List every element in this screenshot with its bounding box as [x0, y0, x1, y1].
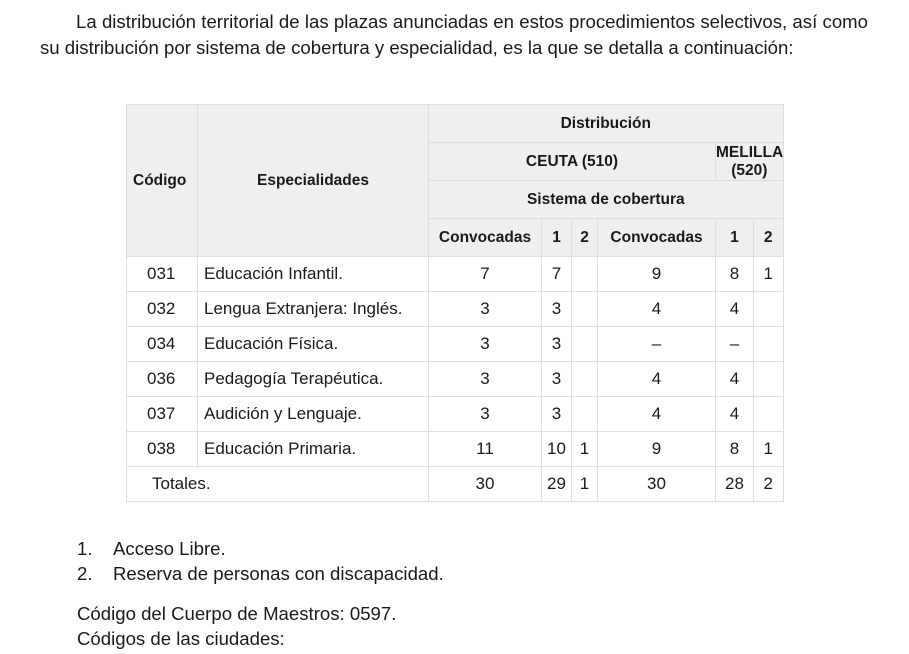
table-row: 036 Pedagogía Terapéutica. 3 3 4 4: [126, 361, 784, 397]
cell-m-1: 8: [715, 431, 754, 467]
cell-c-conv: 3: [428, 326, 542, 362]
cell-m-conv: –: [597, 326, 716, 362]
header-melilla-1: 1: [715, 218, 754, 257]
cell-name: Audición y Lenguaje.: [197, 396, 429, 432]
cell-code: 037: [126, 396, 198, 432]
cell-c-conv: 11: [428, 431, 542, 467]
cell-m-1: 4: [715, 361, 754, 397]
cell-m-2: 1: [752, 256, 784, 292]
cell-m-2: 1: [752, 431, 784, 467]
cell-m-conv: 9: [597, 256, 716, 292]
note-number: 2.: [77, 563, 93, 584]
cell-m-conv: 4: [597, 291, 716, 327]
cell-c-2: [571, 361, 598, 397]
note-item: 1. Acceso Libre.: [77, 536, 444, 561]
header-ceuta-2: 2: [571, 218, 598, 257]
cell-m-2: [752, 291, 784, 327]
cell-m-2: [752, 396, 784, 432]
header-ceuta-1: 1: [541, 218, 572, 257]
cell-c-2: [571, 326, 598, 362]
header-melilla-convocadas: Convocadas: [597, 218, 716, 257]
totals-row: Totales. 30 29 1 30 28 2: [126, 466, 784, 502]
cell-c-1: 7: [541, 256, 572, 292]
cell-c-2: [571, 396, 598, 432]
header-melilla-2: 2: [752, 218, 784, 257]
cell-name: Educación Física.: [197, 326, 429, 362]
cell-c-2: 1: [571, 431, 598, 467]
cell-name: Educación Primaria.: [197, 431, 429, 467]
distribution-table: Código Especialidades Distribución CEUTA…: [126, 104, 784, 502]
cell-c-1: 10: [541, 431, 572, 467]
total-c-2: 1: [571, 466, 598, 502]
cell-code: 038: [126, 431, 198, 467]
header-ceuta-convocadas: Convocadas: [428, 218, 542, 257]
header-ceuta: CEUTA (510): [428, 142, 716, 181]
total-m-1: 28: [715, 466, 754, 502]
cell-m-conv: 9: [597, 431, 716, 467]
header-melilla: MELILLA (520): [715, 142, 784, 181]
note-text: Acceso Libre.: [113, 538, 226, 559]
header-distribucion: Distribución: [428, 104, 784, 143]
cell-code: 034: [126, 326, 198, 362]
table-row: 032 Lengua Extranjera: Inglés. 3 3 4 4: [126, 291, 784, 327]
cell-name: Pedagogía Terapéutica.: [197, 361, 429, 397]
cell-c-conv: 3: [428, 396, 542, 432]
cuerpo-code: Código del Cuerpo de Maestros: 0597.: [77, 603, 397, 624]
total-m-2: 2: [752, 466, 784, 502]
cell-c-1: 3: [541, 361, 572, 397]
note-item: 2. Reserva de personas con discapacidad.: [77, 561, 444, 586]
table-row: 038 Educación Primaria. 11 10 1 9 8 1: [126, 431, 784, 467]
cell-c-conv: 7: [428, 256, 542, 292]
note-number: 1.: [77, 538, 93, 559]
cell-name: Lengua Extranjera: Inglés.: [197, 291, 429, 327]
cell-c-2: [571, 291, 598, 327]
cell-code: 036: [126, 361, 198, 397]
cell-m-1: 4: [715, 291, 754, 327]
cell-c-conv: 3: [428, 361, 542, 397]
header-codigo: Código: [126, 104, 198, 257]
intro-paragraph: La distribución territorial de las plaza…: [40, 11, 868, 58]
cell-c-1: 3: [541, 291, 572, 327]
cell-m-conv: 4: [597, 361, 716, 397]
cell-c-2: [571, 256, 598, 292]
cell-code: 032: [126, 291, 198, 327]
cell-m-1: 4: [715, 396, 754, 432]
header-especialidades: Especialidades: [197, 104, 429, 257]
cell-c-1: 3: [541, 326, 572, 362]
cell-code: 031: [126, 256, 198, 292]
totals-label: Totales.: [126, 466, 429, 502]
total-c-1: 29: [541, 466, 572, 502]
cell-m-1: –: [715, 326, 754, 362]
cell-c-1: 3: [541, 396, 572, 432]
cell-m-1: 8: [715, 256, 754, 292]
note-text: Reserva de personas con discapacidad.: [113, 563, 444, 584]
cell-name: Educación Infantil.: [197, 256, 429, 292]
table-row: 031 Educación Infantil. 7 7 9 8 1: [126, 256, 784, 292]
notes-list: 1. Acceso Libre. 2. Reserva de personas co…: [77, 536, 444, 586]
cell-c-conv: 3: [428, 291, 542, 327]
table-row: 037 Audición y Lenguaje. 3 3 4 4: [126, 396, 784, 432]
ciudades-label: Códigos de las ciudades:: [77, 628, 285, 649]
table-row: 034 Educación Física. 3 3– –: [126, 326, 784, 362]
header-sistema: Sistema de cobertura: [428, 180, 784, 219]
total-m-conv: 30: [597, 466, 716, 502]
total-c-conv: 30: [428, 466, 542, 502]
cell-m-conv: 4: [597, 396, 716, 432]
cell-m-2: [752, 326, 784, 362]
cell-m-2: [752, 361, 784, 397]
